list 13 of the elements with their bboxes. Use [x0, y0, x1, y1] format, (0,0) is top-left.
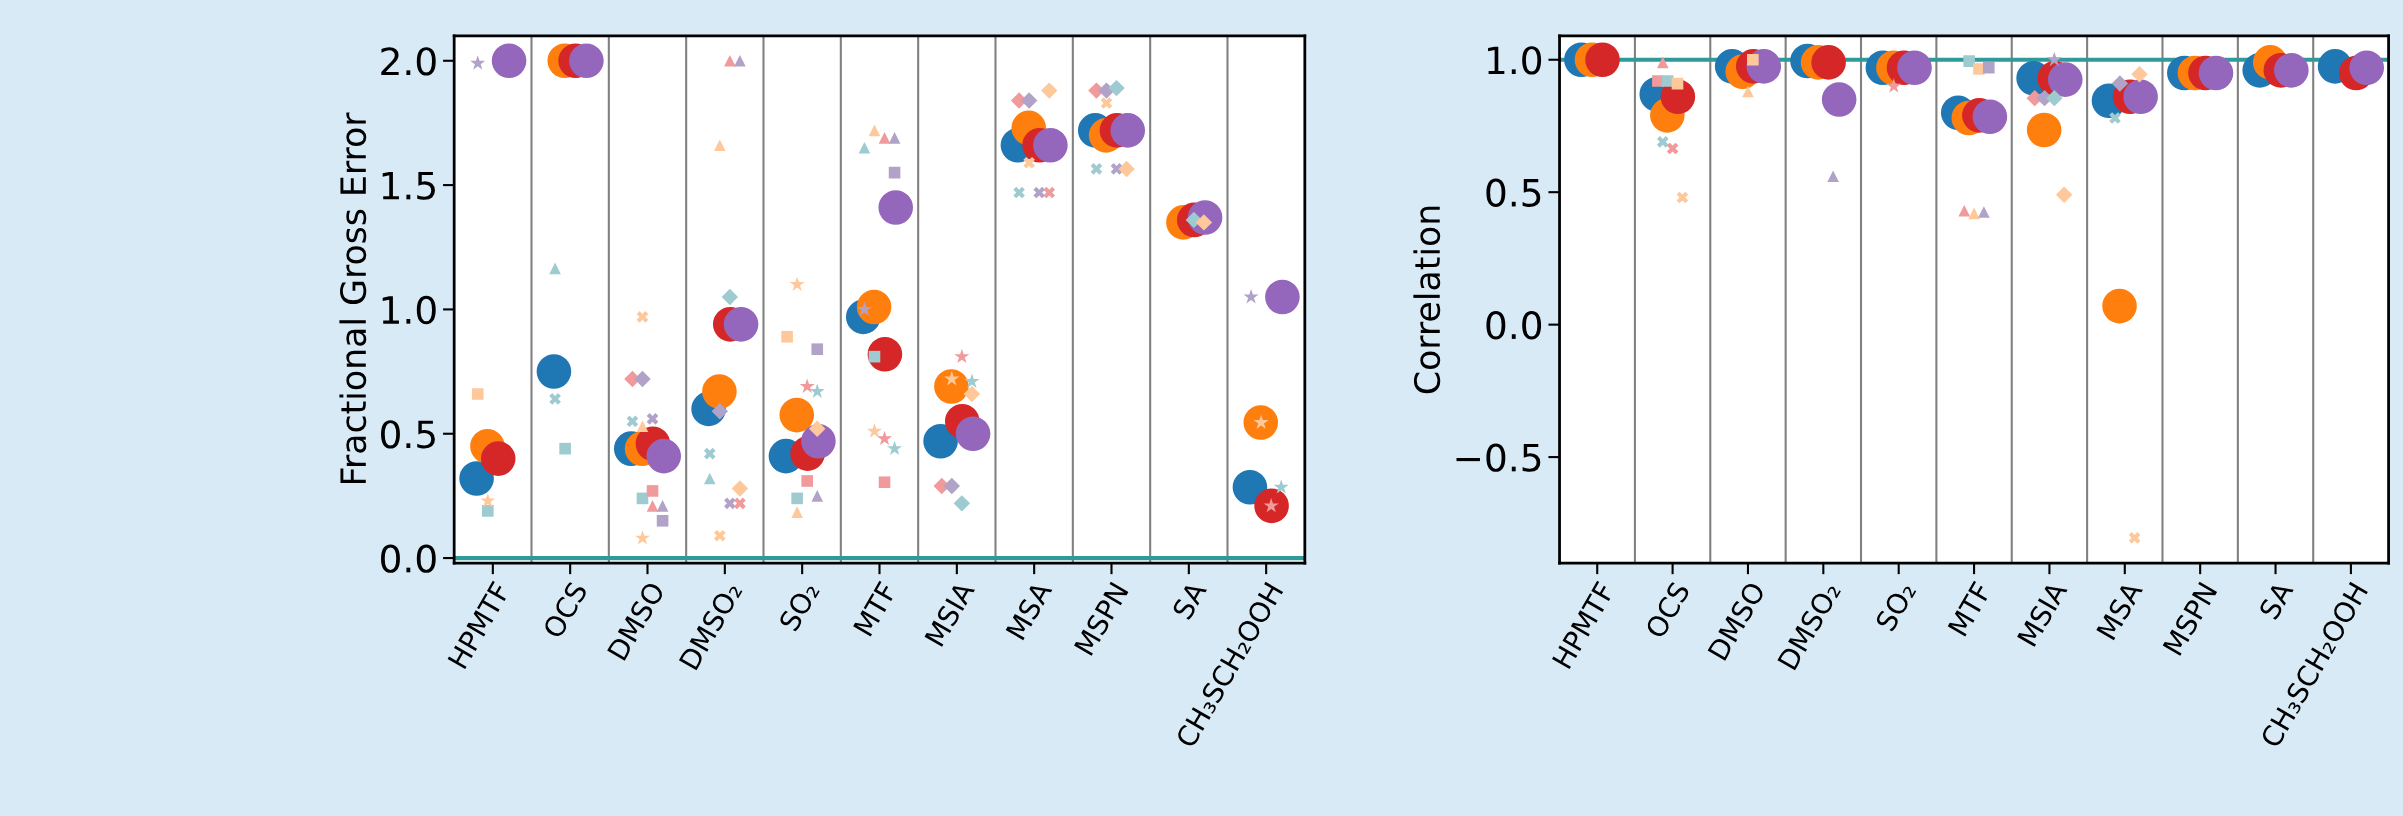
y-tick-label: 0.0	[1486, 311, 1542, 340]
y-tick-label: 1.0	[382, 295, 436, 325]
y-tick-label: 0.5	[1486, 178, 1541, 207]
x-tick-label: SO₂	[1874, 580, 1917, 633]
y-axis-title: Fractional Gross Error	[339, 112, 367, 484]
y-axis-title: Correlation	[1413, 206, 1441, 394]
y-tick-label: 0.5	[381, 420, 435, 449]
y-tick-label: 2.0	[381, 47, 436, 76]
y-tick-label: 1.0	[1488, 46, 1542, 75]
x-tick-label: SO₂	[778, 580, 820, 633]
y-tick-label: 0.0	[381, 544, 436, 573]
y-tick-label: −0.5	[1456, 443, 1541, 472]
y-tick-label: 1.5	[382, 172, 435, 200]
